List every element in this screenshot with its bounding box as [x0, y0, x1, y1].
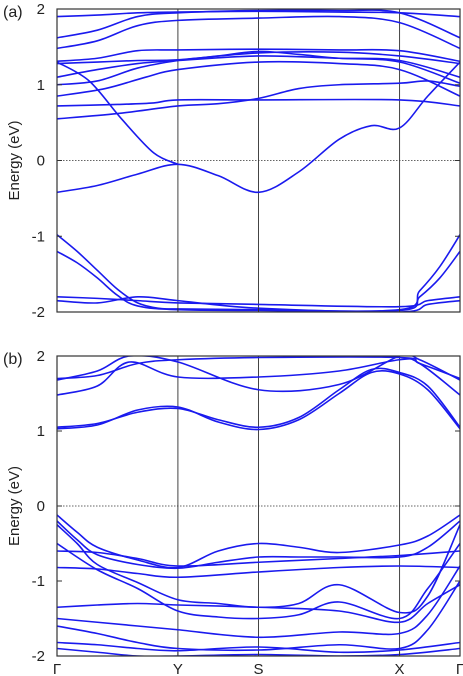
band-line: [57, 358, 460, 396]
band-line: [57, 367, 460, 429]
band-line: [57, 356, 460, 393]
band-line: [57, 514, 460, 569]
band-line: [57, 647, 460, 656]
band-line: [57, 51, 460, 65]
y-axis-title: Energy (eV): [6, 120, 23, 200]
band-line: [57, 61, 460, 194]
band-line: [57, 15, 460, 50]
x-tick-label: X: [395, 661, 405, 676]
band-line: [57, 250, 460, 312]
band-structure-panel-a: 2 1 0 -1 -2 Energy (eV) (a): [3, 1, 461, 321]
x-tick-label: Γ: [53, 661, 61, 676]
x-tick-label: Y: [173, 661, 183, 676]
y-tick-label: 2: [37, 1, 45, 18]
y-tick-label: 2: [37, 348, 45, 365]
band-line: [57, 60, 460, 97]
bands-group: [57, 356, 460, 656]
band-line: [57, 296, 460, 312]
y-axis-title: Energy (eV): [6, 466, 23, 546]
band-line: [57, 369, 460, 431]
y-tick-label: 1: [37, 423, 45, 440]
band-line: [57, 565, 460, 639]
band-line: [57, 641, 460, 654]
panel-label: (b): [3, 351, 23, 368]
band-line: [57, 565, 460, 579]
band-line: [57, 296, 460, 308]
band-line: [57, 584, 460, 624]
band-line: [57, 550, 460, 567]
y-tick-label: -1: [32, 573, 45, 590]
y-tick-label: -2: [32, 304, 45, 321]
band-structure-panel-b: 2 1 0 -1 -2 Γ Y S X Γ Energy (eV) (b): [3, 348, 463, 676]
y-tick-label: -2: [32, 648, 45, 665]
panel-label: (a): [3, 4, 23, 21]
band-line: [57, 580, 460, 652]
y-tick-label: 0: [37, 153, 45, 170]
band-line: [57, 80, 460, 120]
y-tick-label: -1: [32, 228, 45, 245]
band-line: [57, 520, 460, 570]
y-tick-label: 1: [37, 77, 45, 94]
y-tick-label: 0: [37, 498, 45, 515]
band-line: [57, 10, 460, 18]
band-line: [57, 356, 460, 380]
band-line: [57, 542, 460, 620]
band-line: [57, 55, 460, 78]
band-line: [57, 98, 460, 107]
bands-group: [57, 9, 460, 312]
band-line: [57, 48, 460, 63]
x-tick-label: S: [253, 661, 263, 676]
x-tick-label: Γ: [456, 661, 463, 676]
